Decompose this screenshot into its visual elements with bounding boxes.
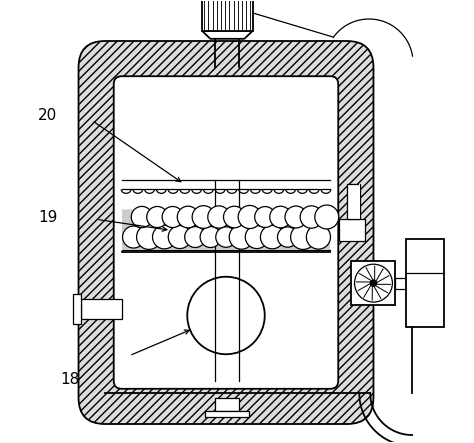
Text: 18: 18 <box>60 373 79 388</box>
Circle shape <box>123 226 145 248</box>
Circle shape <box>260 225 284 249</box>
Circle shape <box>315 205 339 229</box>
Circle shape <box>192 206 215 228</box>
Circle shape <box>229 225 254 249</box>
Circle shape <box>255 206 275 227</box>
Circle shape <box>270 206 292 228</box>
Bar <box>347 184 360 219</box>
Circle shape <box>238 206 261 229</box>
Bar <box>339 219 365 241</box>
Circle shape <box>208 206 230 228</box>
Circle shape <box>216 227 236 247</box>
Text: 20: 20 <box>38 109 57 123</box>
Circle shape <box>162 206 183 228</box>
Circle shape <box>185 226 206 248</box>
Bar <box>122 210 330 250</box>
Circle shape <box>300 206 322 228</box>
Polygon shape <box>202 31 253 39</box>
Bar <box>202 0 253 31</box>
FancyBboxPatch shape <box>114 76 338 389</box>
Circle shape <box>306 225 330 249</box>
Bar <box>351 261 395 305</box>
Bar <box>359 184 360 219</box>
Circle shape <box>291 225 315 249</box>
Bar <box>73 294 81 324</box>
Circle shape <box>245 225 268 249</box>
Circle shape <box>177 206 199 228</box>
Bar <box>395 278 407 289</box>
Circle shape <box>224 206 245 228</box>
Circle shape <box>131 206 153 228</box>
FancyBboxPatch shape <box>79 41 374 424</box>
Circle shape <box>370 280 376 286</box>
Circle shape <box>200 226 221 248</box>
Bar <box>205 411 249 417</box>
Circle shape <box>153 225 176 249</box>
Bar <box>407 239 444 327</box>
Circle shape <box>285 206 307 228</box>
Circle shape <box>147 206 168 228</box>
Circle shape <box>137 225 161 249</box>
Bar <box>81 299 122 319</box>
Text: 19: 19 <box>38 210 57 225</box>
Circle shape <box>277 227 298 247</box>
Bar <box>215 397 239 411</box>
Circle shape <box>168 225 191 249</box>
Circle shape <box>187 277 265 354</box>
